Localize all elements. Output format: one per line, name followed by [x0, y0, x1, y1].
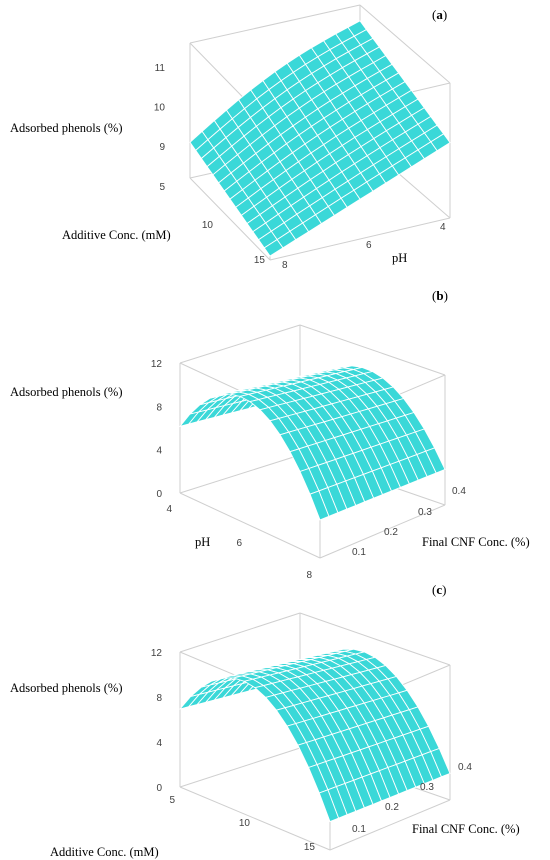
panel-b-x-tick: 8 [306, 570, 312, 581]
panel-b-y-tick: 0.3 [418, 507, 432, 518]
panel-a-box-top-edge [359, 4, 451, 84]
panel-c-label: (c) [432, 582, 446, 597]
panel-a-box-floor-edge [189, 177, 271, 261]
panel-b-surface-cell [309, 490, 330, 521]
panel-b-box-floor-edge [179, 454, 301, 494]
panel-a-surface-cell [263, 238, 284, 257]
panel-c-surface-cell [318, 789, 340, 823]
panel-b-x-tick: 6 [236, 538, 242, 549]
panel-a-x-tick: 10 [202, 220, 214, 231]
panel-b-box-top-edge [179, 324, 301, 364]
panel-c-z-tick: 4 [156, 738, 162, 749]
panel-c-y-tick: 0.1 [352, 824, 366, 835]
panel-c-box-floor-edge [329, 799, 451, 851]
panel-b-z-label: Adsorbed phenols (%) [10, 385, 122, 399]
panel-c-y-tick: 0.4 [458, 762, 472, 773]
panel-a-z-tick: 10 [154, 103, 166, 114]
panel-b-y-tick: 0.1 [352, 547, 366, 558]
panel-a-y-tick: 4 [440, 222, 446, 233]
panel-c-z-tick: 0 [156, 783, 162, 794]
panel-c-x-tick: 5 [169, 795, 175, 806]
panel-b-y-label: Final CNF Conc. (%) [422, 535, 530, 549]
panel-b-x-tick: 4 [166, 504, 172, 515]
panel-c-z-tick: 8 [156, 693, 162, 704]
panel-a-x-tick: 15 [254, 255, 266, 266]
panel-a-x-tick: 5 [159, 182, 165, 193]
panel-c-x-label: Additive Conc. (mM) [50, 845, 159, 859]
panel-b-y-tick: 0.4 [452, 486, 466, 497]
panel-b-box-floor-edge [179, 492, 321, 559]
panel-b-z-tick: 4 [156, 446, 162, 457]
panel-c-y-tick: 0.2 [385, 802, 399, 813]
panel-c-box-floor-edge [179, 786, 331, 851]
panel-c: 0 4 8 12 5 10 15 0.1 0.2 0.3 0.4 Adsorbed phenols (… [10, 582, 520, 859]
panel-b-z-tick: 12 [151, 359, 163, 370]
panel-b-label: (b) [432, 288, 448, 303]
panel-c-box-top-edge [299, 612, 451, 666]
panel-b-z-tick: 8 [156, 402, 162, 413]
panel-b-x-label: pH [195, 535, 210, 549]
panel-a-box-top-edge [189, 4, 361, 44]
panel-a-z-label: Adsorbed phenols (%) [10, 121, 122, 135]
panel-c-z-tick: 12 [151, 648, 163, 659]
panel-b-z-tick: 0 [156, 489, 162, 500]
panel-b-box-top-edge [299, 324, 446, 376]
panel-a-y-tick: 6 [366, 240, 372, 251]
panel-a-z-tick: 11 [155, 63, 166, 74]
panel-c-y-tick: 0.3 [420, 782, 434, 793]
panel-a-x-label: Additive Conc. (mM) [62, 228, 171, 242]
panel-c-x-tick: 10 [239, 818, 251, 829]
panel-a-box-floor-edge [269, 217, 451, 261]
panel-a: 9 10 11 5 10 15 8 6 4 Adsorbed phenols (%) Additiv… [10, 4, 451, 271]
panel-c-z-label: Adsorbed phenols (%) [10, 681, 122, 695]
panel-c-x-tick: 15 [304, 842, 316, 853]
panel-c-box-floor-edge [179, 747, 301, 788]
panel-b-y-tick: 0.2 [384, 527, 398, 538]
panel-a-label: (a) [432, 7, 447, 22]
panel-a-y-tick: 8 [282, 260, 288, 271]
panel-c-y-label: Final CNF Conc. (%) [412, 822, 520, 836]
panel-a-z-tick: 9 [159, 142, 165, 153]
panel-b-box-floor-edge [319, 504, 446, 559]
panel-a-y-label: pH [392, 251, 407, 265]
panel-c-box-top-edge [179, 612, 301, 653]
